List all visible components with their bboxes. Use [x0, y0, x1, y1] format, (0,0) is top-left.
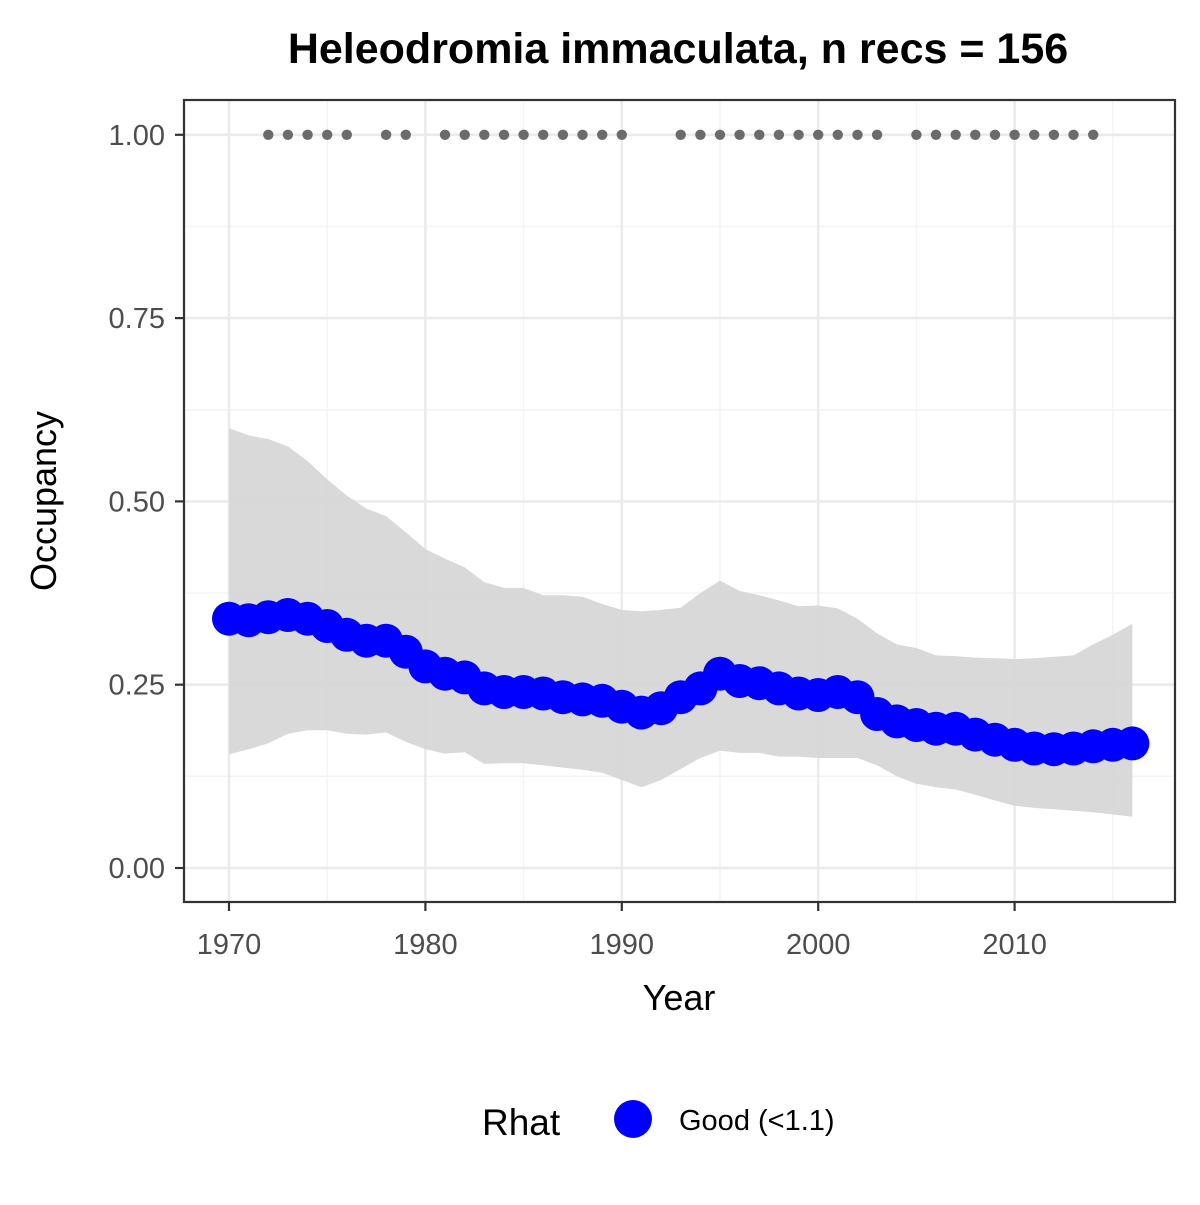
credible-interval-ribbon — [229, 428, 1133, 817]
occupancy-series — [212, 598, 1150, 767]
record-point — [1088, 129, 1099, 140]
record-point — [773, 129, 785, 140]
record-point — [1029, 129, 1040, 140]
x-axis-title: Year — [643, 977, 716, 1018]
record-years — [263, 129, 1099, 140]
y-axis-title: Occupancy — [23, 411, 64, 591]
y-tick-label: 0.25 — [109, 670, 165, 702]
record-point — [911, 129, 922, 140]
record-point — [832, 129, 843, 140]
record-point — [380, 129, 392, 140]
legend-title: Rhat — [482, 1102, 561, 1143]
chart-title: Heleodromia immaculata, n recs = 156 — [288, 25, 1068, 73]
x-tick-label: 2000 — [786, 929, 851, 961]
y-tick-label: 0.00 — [109, 853, 165, 885]
record-point — [754, 129, 765, 140]
record-point — [989, 129, 1001, 140]
x-tick-label: 1990 — [590, 929, 655, 961]
record-point — [871, 129, 883, 140]
record-point — [675, 129, 686, 140]
record-point — [734, 129, 745, 140]
record-point — [302, 129, 313, 140]
record-point — [498, 129, 510, 140]
record-point — [793, 129, 804, 140]
record-point — [970, 129, 981, 140]
y-tick-label: 0.50 — [109, 486, 165, 518]
legend: Rhat Good (<1.1) — [482, 1100, 835, 1143]
record-point — [1009, 129, 1020, 140]
record-point — [400, 129, 411, 140]
legend-label-good: Good (<1.1) — [679, 1105, 835, 1137]
y-tick-label: 1.00 — [109, 120, 165, 152]
record-point — [479, 129, 490, 140]
y-axis: 0.00 0.25 0.50 0.75 1.00 — [109, 120, 184, 885]
record-point — [341, 129, 352, 140]
record-point — [813, 129, 824, 140]
series-point — [1115, 726, 1150, 761]
legend-key-good — [614, 1100, 652, 1138]
record-point — [714, 129, 726, 140]
x-tick-label: 2010 — [982, 929, 1047, 961]
x-tick-label: 1980 — [393, 929, 458, 961]
record-point — [616, 129, 627, 140]
record-point — [1048, 129, 1060, 140]
record-point — [930, 129, 942, 140]
record-point — [263, 129, 274, 140]
x-axis: 1970 1980 1990 2000 2010 — [197, 902, 1047, 961]
record-point — [322, 129, 333, 140]
ribbon-area — [229, 428, 1133, 817]
record-point — [518, 129, 529, 140]
record-point — [695, 129, 706, 140]
x-tick-label: 1970 — [197, 929, 262, 961]
record-point — [950, 129, 961, 140]
y-tick-label: 0.75 — [109, 303, 165, 335]
record-point — [538, 129, 549, 140]
record-point — [282, 129, 294, 140]
record-point — [439, 129, 451, 140]
record-point — [577, 129, 588, 140]
record-point — [557, 129, 569, 140]
record-point — [1068, 129, 1079, 140]
record-point — [852, 129, 863, 140]
record-point — [459, 129, 470, 140]
record-point — [597, 129, 608, 140]
